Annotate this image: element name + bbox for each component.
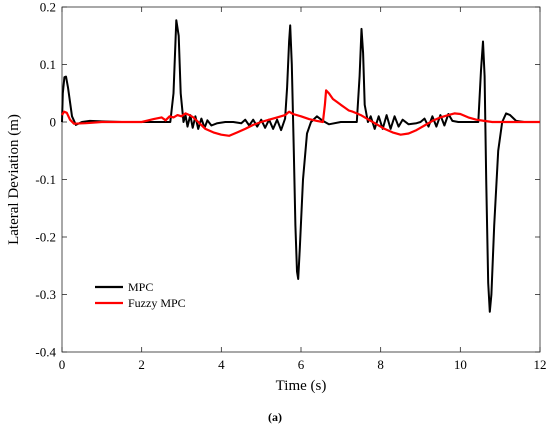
plot-area: 0 2 4 6 8 10 12 -0.4 -0.3 -0.2 -0.1 0 0.1 0.2 [35, 0, 546, 372]
axes-frame [61, 6, 541, 353]
x-tick-label: 4 [218, 357, 225, 372]
x-tick-label: 6 [298, 357, 305, 372]
y-tick-label: -0.3 [35, 287, 56, 302]
legend: MPC Fuzzy MPC [95, 280, 186, 310]
y-tick-label: 0.2 [40, 0, 56, 15]
y-tick-label: 0.1 [40, 57, 56, 72]
series-line-mpc [61, 19, 540, 313]
x-axis-label: Time (s) [276, 378, 327, 394]
y-tick-label: 0 [50, 115, 57, 130]
x-tick-label: 2 [138, 357, 145, 372]
y-tick-label: -0.4 [35, 345, 56, 360]
legend-label-mpc: MPC [128, 280, 153, 294]
x-tick-label: 12 [534, 357, 547, 372]
x-tick-label: 8 [377, 357, 384, 372]
figure-caption: (a) [268, 410, 282, 424]
x-tick-label: 0 [59, 357, 66, 372]
legend-label-fuzzy-mpc: Fuzzy MPC [128, 296, 186, 310]
y-tick-label: -0.2 [35, 230, 56, 245]
x-tick-label: 10 [454, 357, 467, 372]
y-axis-label: Lateral Deviation (m) [6, 114, 22, 245]
y-tick-label: -0.1 [35, 172, 56, 187]
series-line-fuzzy-mpc [61, 89, 540, 137]
